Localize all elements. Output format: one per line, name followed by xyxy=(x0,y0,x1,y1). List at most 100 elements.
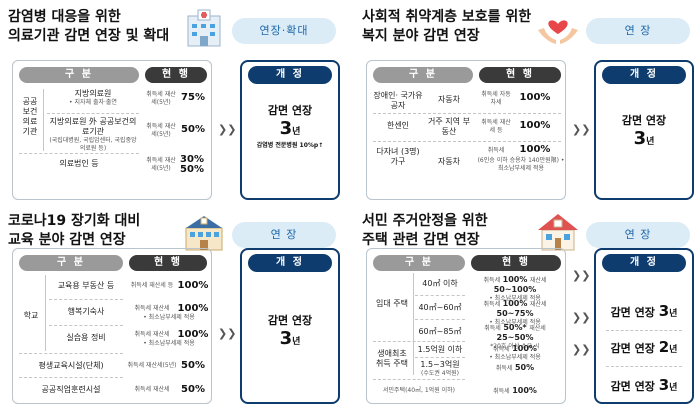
current-table: 구 분 현 행 공공 보건 의료 기관 지방의료원 • 지자체 출자·출연 지방의… xyxy=(12,60,212,200)
chevron-right-icon: ❯❯ xyxy=(572,343,591,356)
revised-label: 감면 연장 xyxy=(267,314,313,327)
tax-type: 취득세 재산세 xyxy=(134,305,170,312)
tax-rate: 100% xyxy=(519,144,551,155)
row-item: 교육용 부동산 등 xyxy=(57,281,115,290)
tax-type: 취득세 재산세(5년) xyxy=(127,362,177,369)
panel-title: 서민 주거안정을 위한 주택 관련 감면 연장 xyxy=(362,213,488,248)
hands-heart-icon xyxy=(538,20,578,44)
row-item: 실습용 정비 xyxy=(66,333,106,342)
chevron-right-icon: ❯❯ xyxy=(218,327,237,340)
tax-type: 취득세 재산세 xyxy=(134,386,170,393)
tax-rate: 50% xyxy=(181,360,205,371)
header-current: 현 행 xyxy=(129,255,207,271)
tax-line: 취득세 100% 재산세 50~75% • 최소납부세제 적용 xyxy=(483,299,547,326)
status-badge: 연장·확대 xyxy=(232,18,336,44)
header-category: 구 분 xyxy=(373,67,473,83)
tax-rate: 50% xyxy=(181,124,205,135)
row-item: 40㎡~60㎡ xyxy=(418,303,462,312)
tax-type: 취득세 자동차세 xyxy=(481,91,511,106)
header-current: 현 행 xyxy=(145,67,207,83)
header-revised: 개 정 xyxy=(602,254,686,272)
chevron-right-icon: ❯❯ xyxy=(572,311,591,324)
row-item: 지방의료원 • 지자체 출자·출연 xyxy=(69,89,117,106)
tax-line: 취득세 50%* 재산세 25~50% *20호 이상 소유 시 xyxy=(484,323,546,350)
row-group: 한센인 xyxy=(386,121,410,130)
revised-line: 감면 연장 3년 xyxy=(610,302,678,320)
row-group: 장애인· 국가유공자 xyxy=(373,91,423,110)
tax-line: 취득세 100% 재산세 50~100% • 최소납부세제 적용 xyxy=(483,275,547,302)
header-revised: 개 정 xyxy=(248,66,332,84)
school-icon xyxy=(185,216,223,251)
header-category: 구 분 xyxy=(19,255,123,271)
tax-type: 취득세 재산세(5년) xyxy=(146,157,176,172)
tax-type: 취득세 xyxy=(487,147,505,154)
revised-box: 개 정 감면 연장 3년 xyxy=(594,60,694,200)
row-group: 평생교육시설(단체) xyxy=(38,361,104,370)
tax-rate: 100% xyxy=(177,280,209,291)
header-revised: 개 정 xyxy=(602,66,686,84)
tax-rate: 100% xyxy=(519,92,551,103)
row-item: 1.5~3억원 (수도권 4억원) xyxy=(420,360,460,377)
tax-rate: 30% 50% xyxy=(180,154,204,175)
status-badge: 연 장 xyxy=(232,222,336,248)
panel-title: 사회적 취약계층 보호를 위한 복지 분야 감면 연장 xyxy=(362,9,532,44)
current-table: 구 분 현 행 학교 교육용 부동산 등 행복기숙사 실습용 정비 평생교육시설… xyxy=(12,248,212,404)
current-table: 구 분 현 행 임대 주택 40㎡ 이하 40㎡~60㎡ 60㎡~85㎡ 생애최… xyxy=(366,248,566,404)
row-item: 행복기숙사 xyxy=(67,307,105,316)
revised-label: 감면 연장 xyxy=(267,104,313,117)
row-group: 임대 주택 xyxy=(376,299,408,308)
row-group: 공공직업훈련시설 xyxy=(41,385,101,394)
tax-rate: 100% xyxy=(519,120,551,131)
row-item: 자동차 xyxy=(437,157,461,166)
revised-box: 개 정 감면 연장 3년 감염병 전문병원 10%p↑ xyxy=(240,60,340,200)
row-group: 서민주택(40㎡, 1억원 이하) xyxy=(382,387,456,394)
revised-label: 감면 연장 xyxy=(621,114,667,127)
revised-years: 3년 xyxy=(279,118,301,139)
tax-rate: 100% xyxy=(177,329,209,340)
row-item: 40㎡ 이하 xyxy=(422,279,458,288)
tax-line: 취득세 100% • 최소납부세제 적용 xyxy=(489,344,541,361)
header-category: 구 분 xyxy=(373,255,465,271)
row-item: 60㎡~85㎡ xyxy=(418,327,462,336)
header-current: 현 행 xyxy=(479,67,561,83)
current-table: 구 분 현 행 장애인· 국가유공자 자동차 한센인 거주 지역 부동산 다자녀… xyxy=(366,60,566,200)
row-group: 공공 보건 의료 기관 xyxy=(22,97,38,136)
tax-rate: 75% xyxy=(181,92,205,103)
tax-type: 취득세 재산세(5년) xyxy=(146,91,176,106)
tax-type: 취득세 재산세(5년) xyxy=(146,123,176,138)
tax-type: 취득세 재산세 등 xyxy=(481,119,511,134)
revised-box: 개 정 감면 연장 3년 감면 연장 2년 감면 연장 3년 xyxy=(594,248,694,404)
revised-years: 3년 xyxy=(633,128,655,149)
row-item: 거주 지역 부동산 xyxy=(428,117,470,136)
tax-rate: 100% xyxy=(177,303,209,314)
tax-rate: 50% xyxy=(181,384,205,395)
panel-title: 코로나19 장기화 대비 교육 분야 감면 연장 xyxy=(8,213,141,248)
panel-housing: 서민 주거안정을 위한 주택 관련 감면 연장 연 장 구 분 현 행 임대 주… xyxy=(358,206,698,406)
chevron-right-icon: ❯❯ xyxy=(572,269,591,282)
header-category: 구 분 xyxy=(19,67,139,83)
tax-type: 취득세 재산세 등 xyxy=(130,282,174,289)
revised-note: 감염병 전문병원 10%p↑ xyxy=(256,142,324,149)
panel-welfare: 사회적 취약계층 보호를 위한 복지 분야 감면 연장 연 장 구 분 현 행 … xyxy=(358,2,698,202)
revised-years: 3년 xyxy=(279,328,301,349)
tax-line: 취득세 50% xyxy=(495,363,535,372)
tax-note: • 최소납부세제 적용 xyxy=(143,314,195,321)
tax-line: 취득세 100% xyxy=(493,386,537,395)
chevron-right-icon: ❯❯ xyxy=(218,123,237,136)
panel-medical: 감염병 대응을 위한 의료기관 감면 연장 및 확대 연장·확대 구 분 현 행… xyxy=(4,2,344,202)
revised-line: 감면 연장 2년 xyxy=(610,338,678,356)
row-item: 의료법인 등 xyxy=(59,159,99,168)
header-current: 현 행 xyxy=(471,255,561,271)
hospital-icon xyxy=(187,9,221,47)
chevron-right-icon: ❯❯ xyxy=(572,123,591,136)
revised-line: 감면 연장 3년 xyxy=(610,376,678,394)
row-group: 학교 xyxy=(23,311,39,320)
row-group: 다자녀 (3명) 가구 xyxy=(376,147,420,166)
tax-type: 취득세 재산세 xyxy=(134,331,170,338)
revised-box: 개 정 감면 연장 3년 xyxy=(240,248,340,404)
panel-title: 감염병 대응을 위한 의료기관 감면 연장 및 확대 xyxy=(8,9,170,44)
status-badge: 연 장 xyxy=(586,18,690,44)
row-item: 1.5억원 이하 xyxy=(417,345,463,354)
status-badge: 연 장 xyxy=(586,222,690,248)
header-revised: 개 정 xyxy=(248,254,332,272)
